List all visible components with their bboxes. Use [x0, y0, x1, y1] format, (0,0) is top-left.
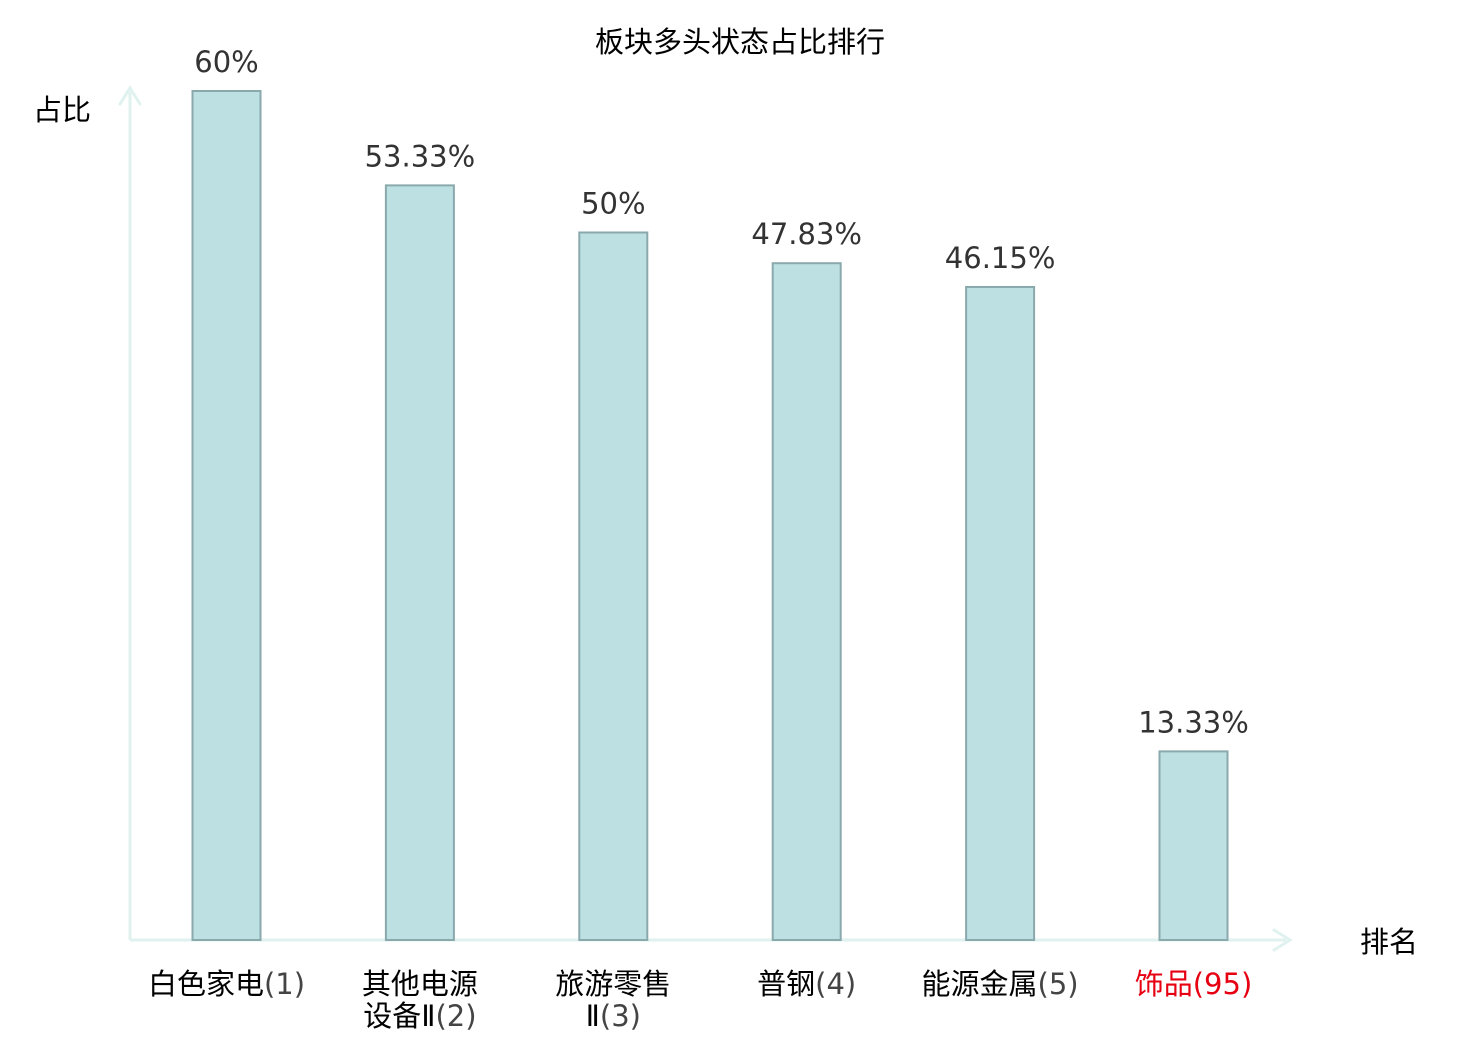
- chart-title: 板块多头状态占比排行: [595, 25, 885, 59]
- bars-group: [191, 90, 1229, 942]
- value-label: 13.33%: [1138, 705, 1249, 739]
- value-label: 50%: [581, 187, 645, 221]
- bar: [384, 184, 455, 941]
- axes: [118, 85, 1293, 952]
- value-label: 53.33%: [365, 139, 476, 173]
- value-label: 46.15%: [945, 241, 1056, 275]
- category-label: 设备Ⅱ(2): [363, 999, 476, 1033]
- bar: [965, 285, 1036, 942]
- category-label: 饰品(95): [1135, 967, 1253, 1001]
- category-label: 其他电源: [362, 967, 478, 1001]
- bar: [578, 231, 649, 941]
- x-axis-label: 排名: [1360, 925, 1418, 959]
- y-axis-arrow-icon: [118, 85, 142, 106]
- bar: [191, 90, 262, 941]
- x-axis-arrow-icon: [1272, 928, 1293, 952]
- bar: [1158, 750, 1229, 941]
- y-axis-label: 占比: [33, 93, 91, 127]
- category-label: Ⅱ(3): [586, 999, 641, 1033]
- bar: [771, 262, 842, 941]
- value-labels-group: 60% 53.33% 50% 47.83% 46.15% 13.33%: [194, 45, 1249, 739]
- category-label: 旅游零售: [555, 967, 671, 1001]
- value-label: 60%: [194, 45, 258, 79]
- value-label: 47.83%: [751, 217, 862, 251]
- category-label: 能源金属(5): [922, 967, 1079, 1001]
- category-label: 普钢(4): [757, 967, 856, 1001]
- category-label: 白色家电(1): [148, 967, 305, 1001]
